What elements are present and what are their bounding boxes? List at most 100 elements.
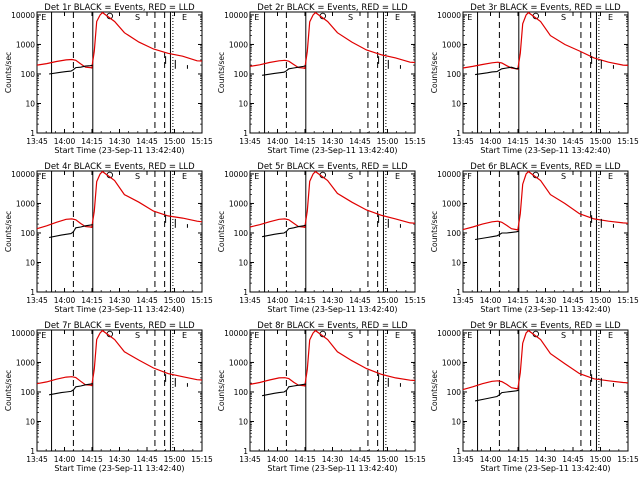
y-tick-label: 10 [25, 417, 35, 426]
panel-title: Det 7r BLACK = Events, RED = LLD [44, 321, 195, 331]
x-tick-label: 14:15 [294, 296, 316, 305]
plot-frame [36, 329, 203, 452]
y-tick-label: 100 [447, 229, 462, 238]
chart-panel-2: Det 2r BLACK = Events, RED = LLD 1 10 100 10… [217, 3, 426, 155]
x-tick-label: 15:15 [404, 296, 426, 305]
flag-letter: E [41, 172, 46, 181]
flag-letter: S [135, 13, 140, 22]
y-tick-label: 10 [238, 417, 248, 426]
y-tick-label: 1 [30, 288, 35, 297]
y-tick-label: 1000 [442, 40, 461, 49]
y-tick-label: 1000 [229, 40, 248, 49]
flag-letter: E [395, 13, 400, 22]
y-tick-label: 1 [456, 129, 461, 138]
y-tick-label: 10 [238, 99, 248, 108]
flag-letter: S [348, 172, 353, 181]
x-tick-label: 14:00 [480, 455, 502, 464]
x-tick-label: 14:30 [109, 296, 131, 305]
y-tick-label: 1000 [16, 358, 35, 367]
x-tick-label: 15:15 [191, 296, 213, 305]
x-tick-label: 14:00 [54, 137, 76, 146]
y-tick-label: 10 [25, 99, 35, 108]
y-tick-label: 10000 [224, 11, 248, 20]
x-tick-label: 14:00 [54, 455, 76, 464]
y-tick-label: 100 [21, 388, 36, 397]
x-tick-label: 14:45 [349, 296, 371, 305]
x-tick-label: 14:45 [136, 296, 158, 305]
flag-letter: E [467, 331, 472, 340]
y-tick-label: 10000 [437, 170, 461, 179]
y-tick-label: 1 [456, 288, 461, 297]
panel-title: Det 2r BLACK = Events, RED = LLD [257, 3, 408, 13]
chart-panel-9: Det 9r BLACK = Events, RED = LLD 1 10 100 10… [430, 321, 639, 473]
x-tick-label: 14:45 [349, 137, 371, 146]
panel-title: Det 9r BLACK = Events, RED = LLD [470, 321, 621, 331]
panel-title: Det 3r BLACK = Events, RED = LLD [470, 3, 621, 13]
x-tick-label: 13:45 [26, 455, 48, 464]
y-tick-label: 10 [238, 258, 248, 267]
y-tick-label: 100 [21, 70, 36, 79]
y-tick-label: 10000 [437, 11, 461, 20]
x-tick-label: 14:00 [267, 296, 289, 305]
plot-frame [462, 329, 629, 452]
x-tick-label: 14:15 [507, 296, 529, 305]
x-axis-label: Start Time (23-Sep-11 13:42:40) [267, 464, 397, 473]
lld-series-line [249, 11, 416, 70]
panel-title: Det 8r BLACK = Events, RED = LLD [257, 321, 408, 331]
x-tick-label: 15:15 [404, 455, 426, 464]
x-tick-label: 14:00 [267, 137, 289, 146]
y-axis-label: Counts/sec [217, 370, 226, 411]
y-tick-label: 10 [451, 417, 461, 426]
x-tick-label: 14:45 [349, 455, 371, 464]
lld-series-line [249, 170, 416, 229]
panel-title: Det 1r BLACK = Events, RED = LLD [44, 3, 195, 13]
lld-series-line [36, 170, 203, 230]
x-tick-label: 15:00 [377, 137, 399, 146]
x-tick-label: 14:30 [322, 296, 344, 305]
lld-series-line [462, 11, 629, 70]
x-axis-label: Start Time (23-Sep-11 13:42:40) [54, 464, 184, 473]
y-tick-label: 1 [30, 129, 35, 138]
chart-panel-5: Det 5r BLACK = Events, RED = LLD 1 10 100 10… [217, 162, 426, 314]
x-tick-label: 14:45 [562, 455, 584, 464]
x-tick-label: 14:45 [562, 137, 584, 146]
y-tick-label: 1 [456, 447, 461, 456]
flag-letter: E [608, 172, 613, 181]
x-tick-label: 14:15 [81, 296, 103, 305]
lld-series-line [462, 329, 629, 391]
x-tick-label: 13:45 [26, 296, 48, 305]
y-tick-label: 1000 [229, 199, 248, 208]
x-axis-label: Start Time (23-Sep-11 13:42:40) [480, 146, 610, 155]
x-tick-label: 15:00 [164, 455, 186, 464]
x-tick-label: 14:30 [322, 137, 344, 146]
flag-letter: S [348, 331, 353, 340]
y-tick-label: 100 [447, 388, 462, 397]
x-axis-label: Start Time (23-Sep-11 13:42:40) [267, 305, 397, 314]
flag-letter: E [182, 331, 187, 340]
y-axis-label: Counts/sec [430, 211, 439, 252]
events-series-line [48, 224, 93, 239]
y-tick-label: 10 [451, 258, 461, 267]
y-tick-label: 1000 [16, 40, 35, 49]
events-series-line [474, 389, 519, 402]
x-tick-label: 13:45 [26, 137, 48, 146]
y-tick-label: 10000 [11, 329, 35, 338]
flag-letter: E [608, 13, 613, 22]
panel-title: Det 4r BLACK = Events, RED = LLD [44, 162, 195, 172]
x-tick-label: 14:00 [480, 137, 502, 146]
x-tick-label: 14:45 [136, 455, 158, 464]
flag-letter: F [467, 172, 472, 181]
events-series-line [261, 224, 306, 238]
flag-letter: E [41, 13, 46, 22]
events-series-line [49, 64, 93, 75]
chart-panel-8: Det 8r BLACK = Events, RED = LLD 1 10 100 10… [217, 321, 426, 473]
x-tick-label: 15:00 [164, 137, 186, 146]
y-tick-label: 1 [243, 129, 248, 138]
flag-letter: E [41, 331, 46, 340]
y-tick-label: 1000 [229, 358, 248, 367]
x-tick-label: 14:30 [535, 296, 557, 305]
y-tick-label: 10000 [224, 329, 248, 338]
plot-frame [249, 170, 416, 293]
x-axis-label: Start Time (23-Sep-11 13:42:40) [480, 464, 610, 473]
y-tick-label: 1000 [16, 199, 35, 208]
